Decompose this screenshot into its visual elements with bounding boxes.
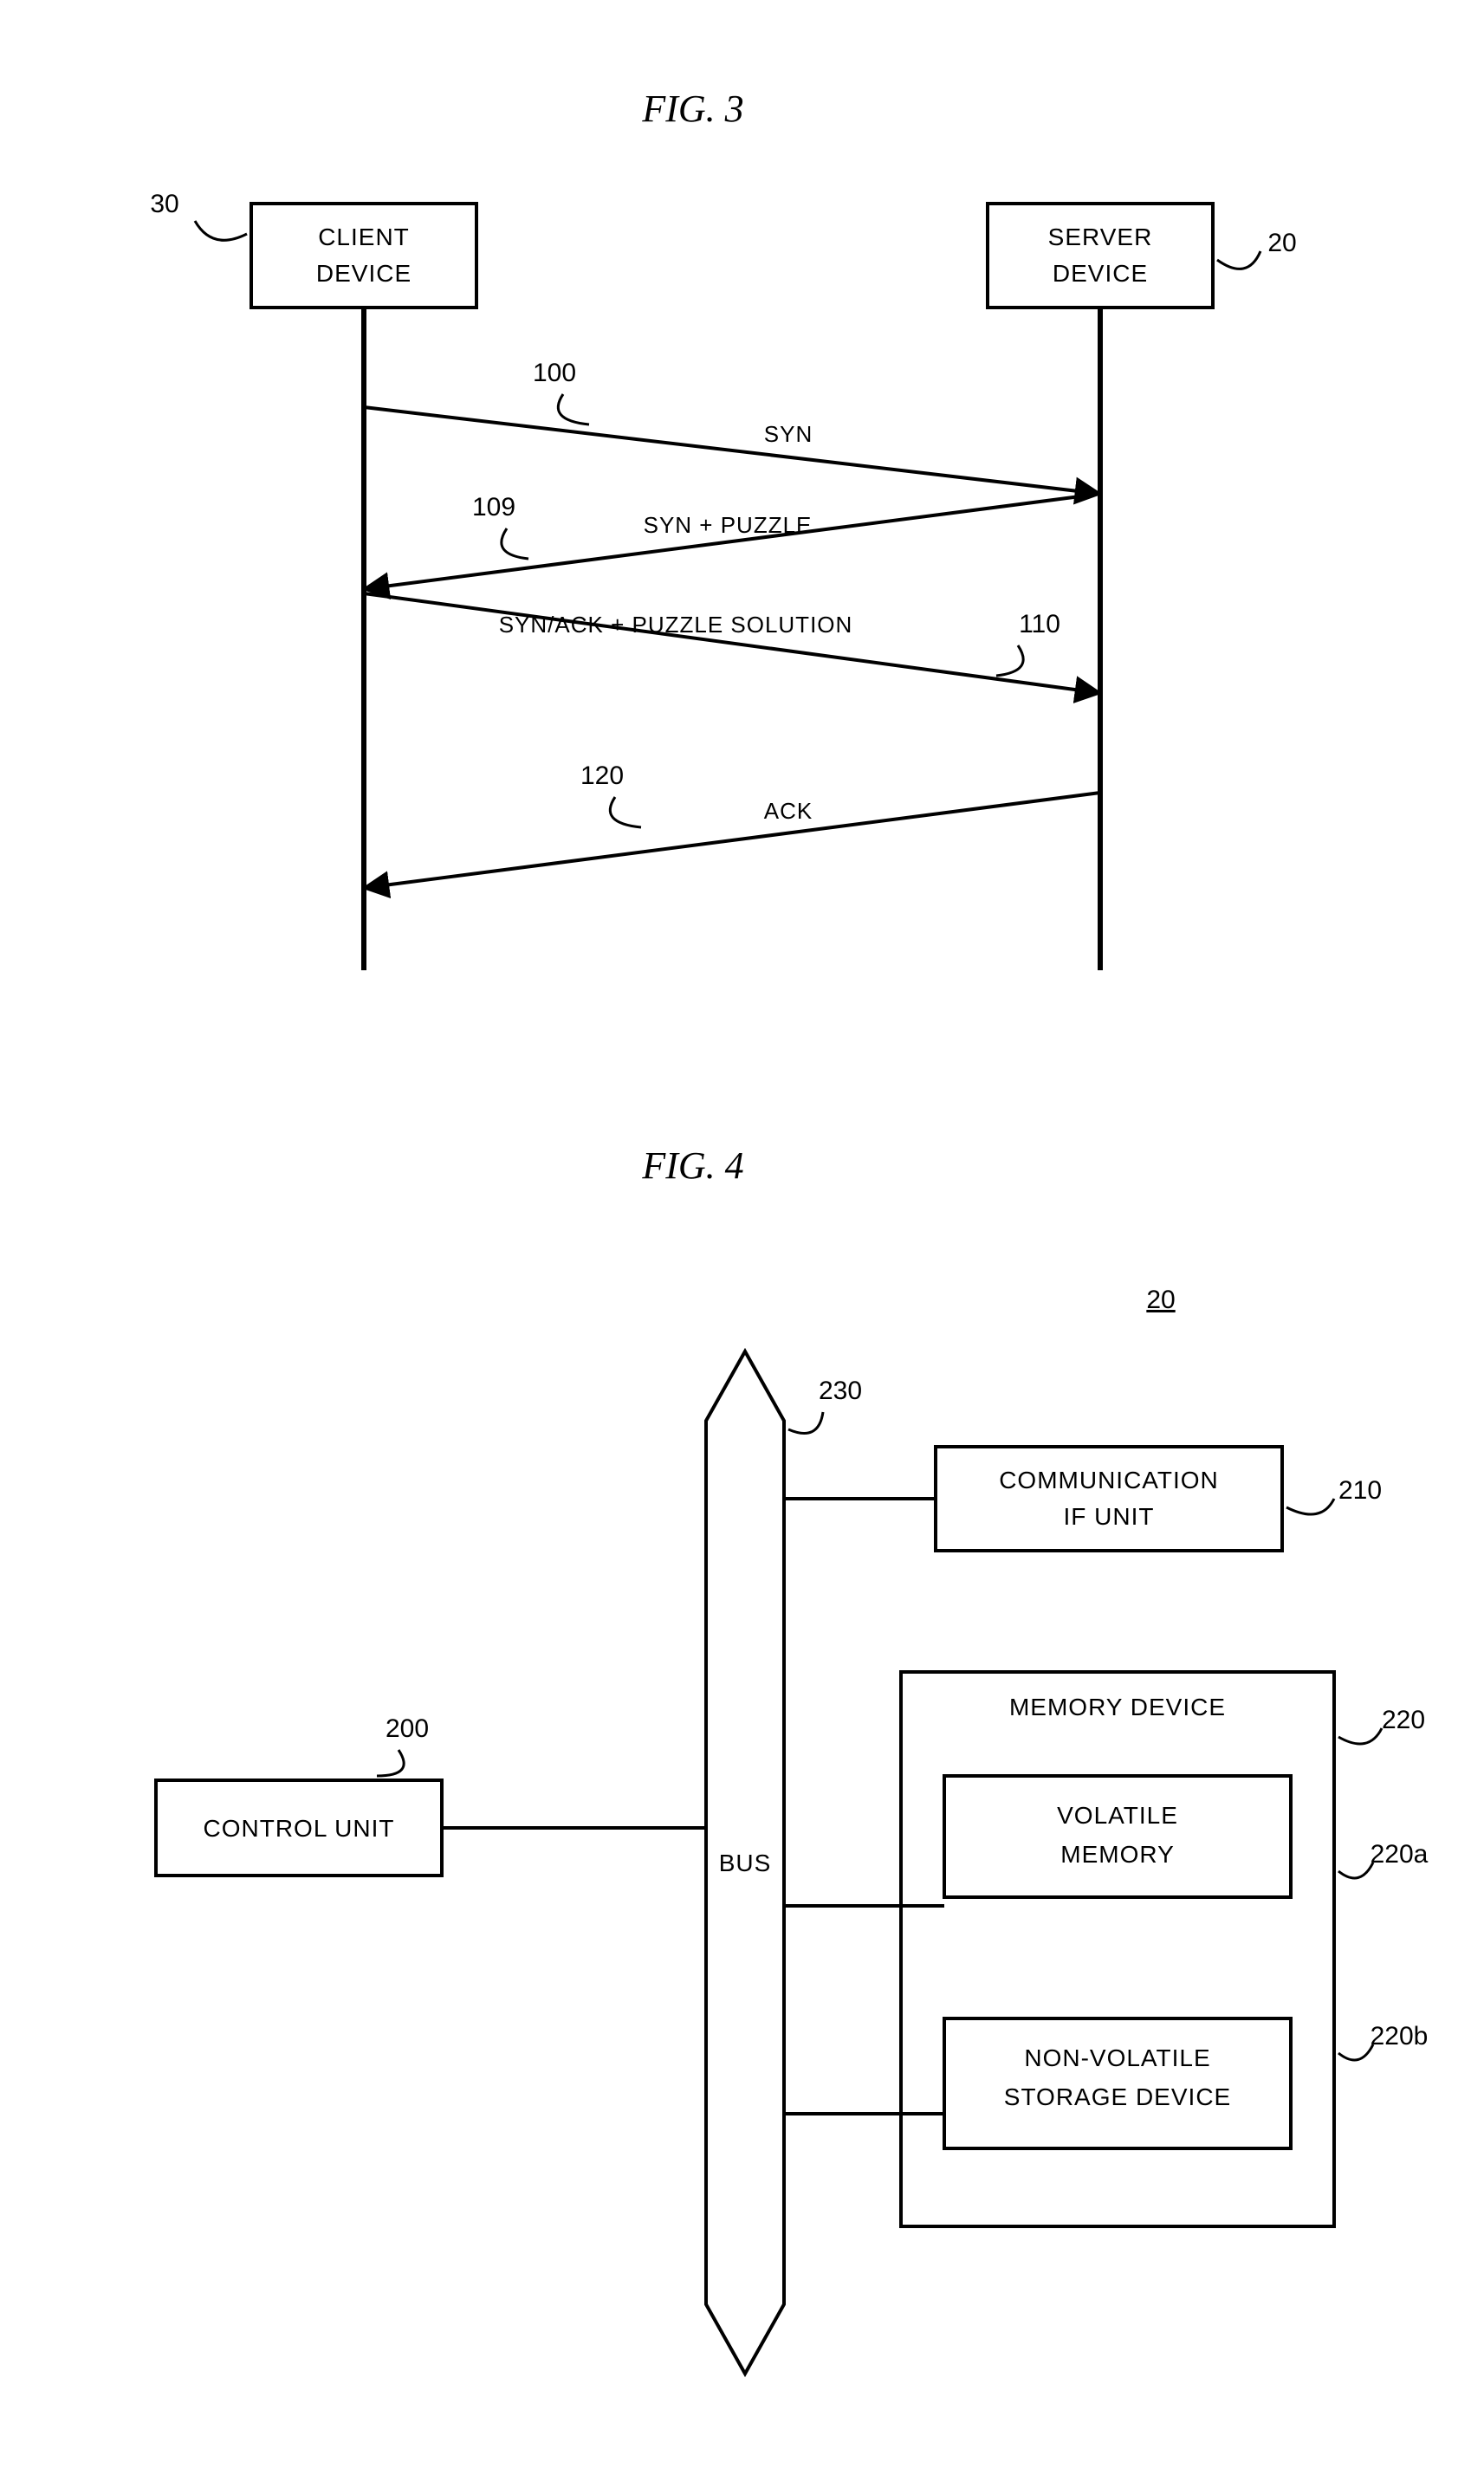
- client-ref: 30: [150, 190, 178, 218]
- memory-device-label: MEMORY DEVICE: [1009, 1694, 1226, 1720]
- client-leader: [195, 221, 247, 240]
- nonvolatile-label-2: STORAGE DEVICE: [1004, 2083, 1231, 2110]
- volatile-label-2: MEMORY: [1060, 1841, 1175, 1868]
- msg-2-ref: 110: [1019, 610, 1060, 638]
- fig3-title: FIG. 3: [641, 87, 743, 130]
- client-label-2: DEVICE: [316, 260, 412, 287]
- msg-0-arrow: [364, 407, 1100, 494]
- volatile-label-1: VOLATILE: [1057, 1802, 1178, 1829]
- volatile-memory-box: [944, 1776, 1291, 1897]
- client-label-1: CLIENT: [318, 224, 410, 250]
- fig4-title: FIG. 4: [641, 1144, 743, 1187]
- client-device-box: [251, 204, 476, 308]
- msg-1-label: SYN + PUZZLE: [644, 512, 813, 538]
- msg-2-label: SYN/ACK + PUZZLE SOLUTION: [499, 612, 853, 638]
- msg-1-ref: 109: [472, 493, 515, 522]
- msg-2-leader: [996, 645, 1023, 676]
- bus-ref: 230: [819, 1377, 862, 1405]
- memory-device-box: [901, 1672, 1334, 2226]
- msg-1-leader: [502, 528, 528, 559]
- msg-3-label: ACK: [764, 798, 813, 824]
- nonvolatile-ref: 220b: [1371, 2022, 1429, 2051]
- msg-2-arrow: [364, 593, 1100, 693]
- server-label-1: SERVER: [1048, 224, 1153, 250]
- server-leader: [1217, 251, 1260, 269]
- msg-0-label: SYN: [764, 421, 813, 447]
- control-unit-leader: [377, 1750, 404, 1776]
- msg-3-arrow: [364, 793, 1100, 888]
- control-unit-ref: 200: [386, 1714, 429, 1743]
- comm-if-box: [936, 1447, 1282, 1551]
- comm-if-leader: [1286, 1499, 1334, 1514]
- volatile-leader: [1338, 1863, 1373, 1878]
- nonvolatile-leader: [1338, 2044, 1373, 2060]
- bus-label: BUS: [719, 1850, 772, 1876]
- server-ref: 20: [1267, 229, 1296, 257]
- control-unit-label: CONTROL UNIT: [204, 1815, 395, 1842]
- msg-3-leader: [610, 797, 641, 827]
- msg-0-ref: 100: [533, 359, 576, 387]
- volatile-ref: 220a: [1371, 1840, 1429, 1869]
- memory-device-leader: [1338, 1728, 1382, 1744]
- comm-if-label-1: COMMUNICATION: [999, 1467, 1219, 1493]
- comm-if-label-2: IF UNIT: [1064, 1503, 1155, 1530]
- msg-3-ref: 120: [580, 761, 624, 790]
- server-device-box: [988, 204, 1213, 308]
- memory-device-ref: 220: [1382, 1706, 1425, 1734]
- server-label-2: DEVICE: [1053, 260, 1148, 287]
- bus-leader: [788, 1412, 823, 1434]
- fig4-subject-ref: 20: [1146, 1286, 1175, 1314]
- msg-0-leader: [558, 394, 589, 424]
- nonvolatile-label-1: NON-VOLATILE: [1024, 2044, 1210, 2071]
- comm-if-ref: 210: [1338, 1476, 1382, 1505]
